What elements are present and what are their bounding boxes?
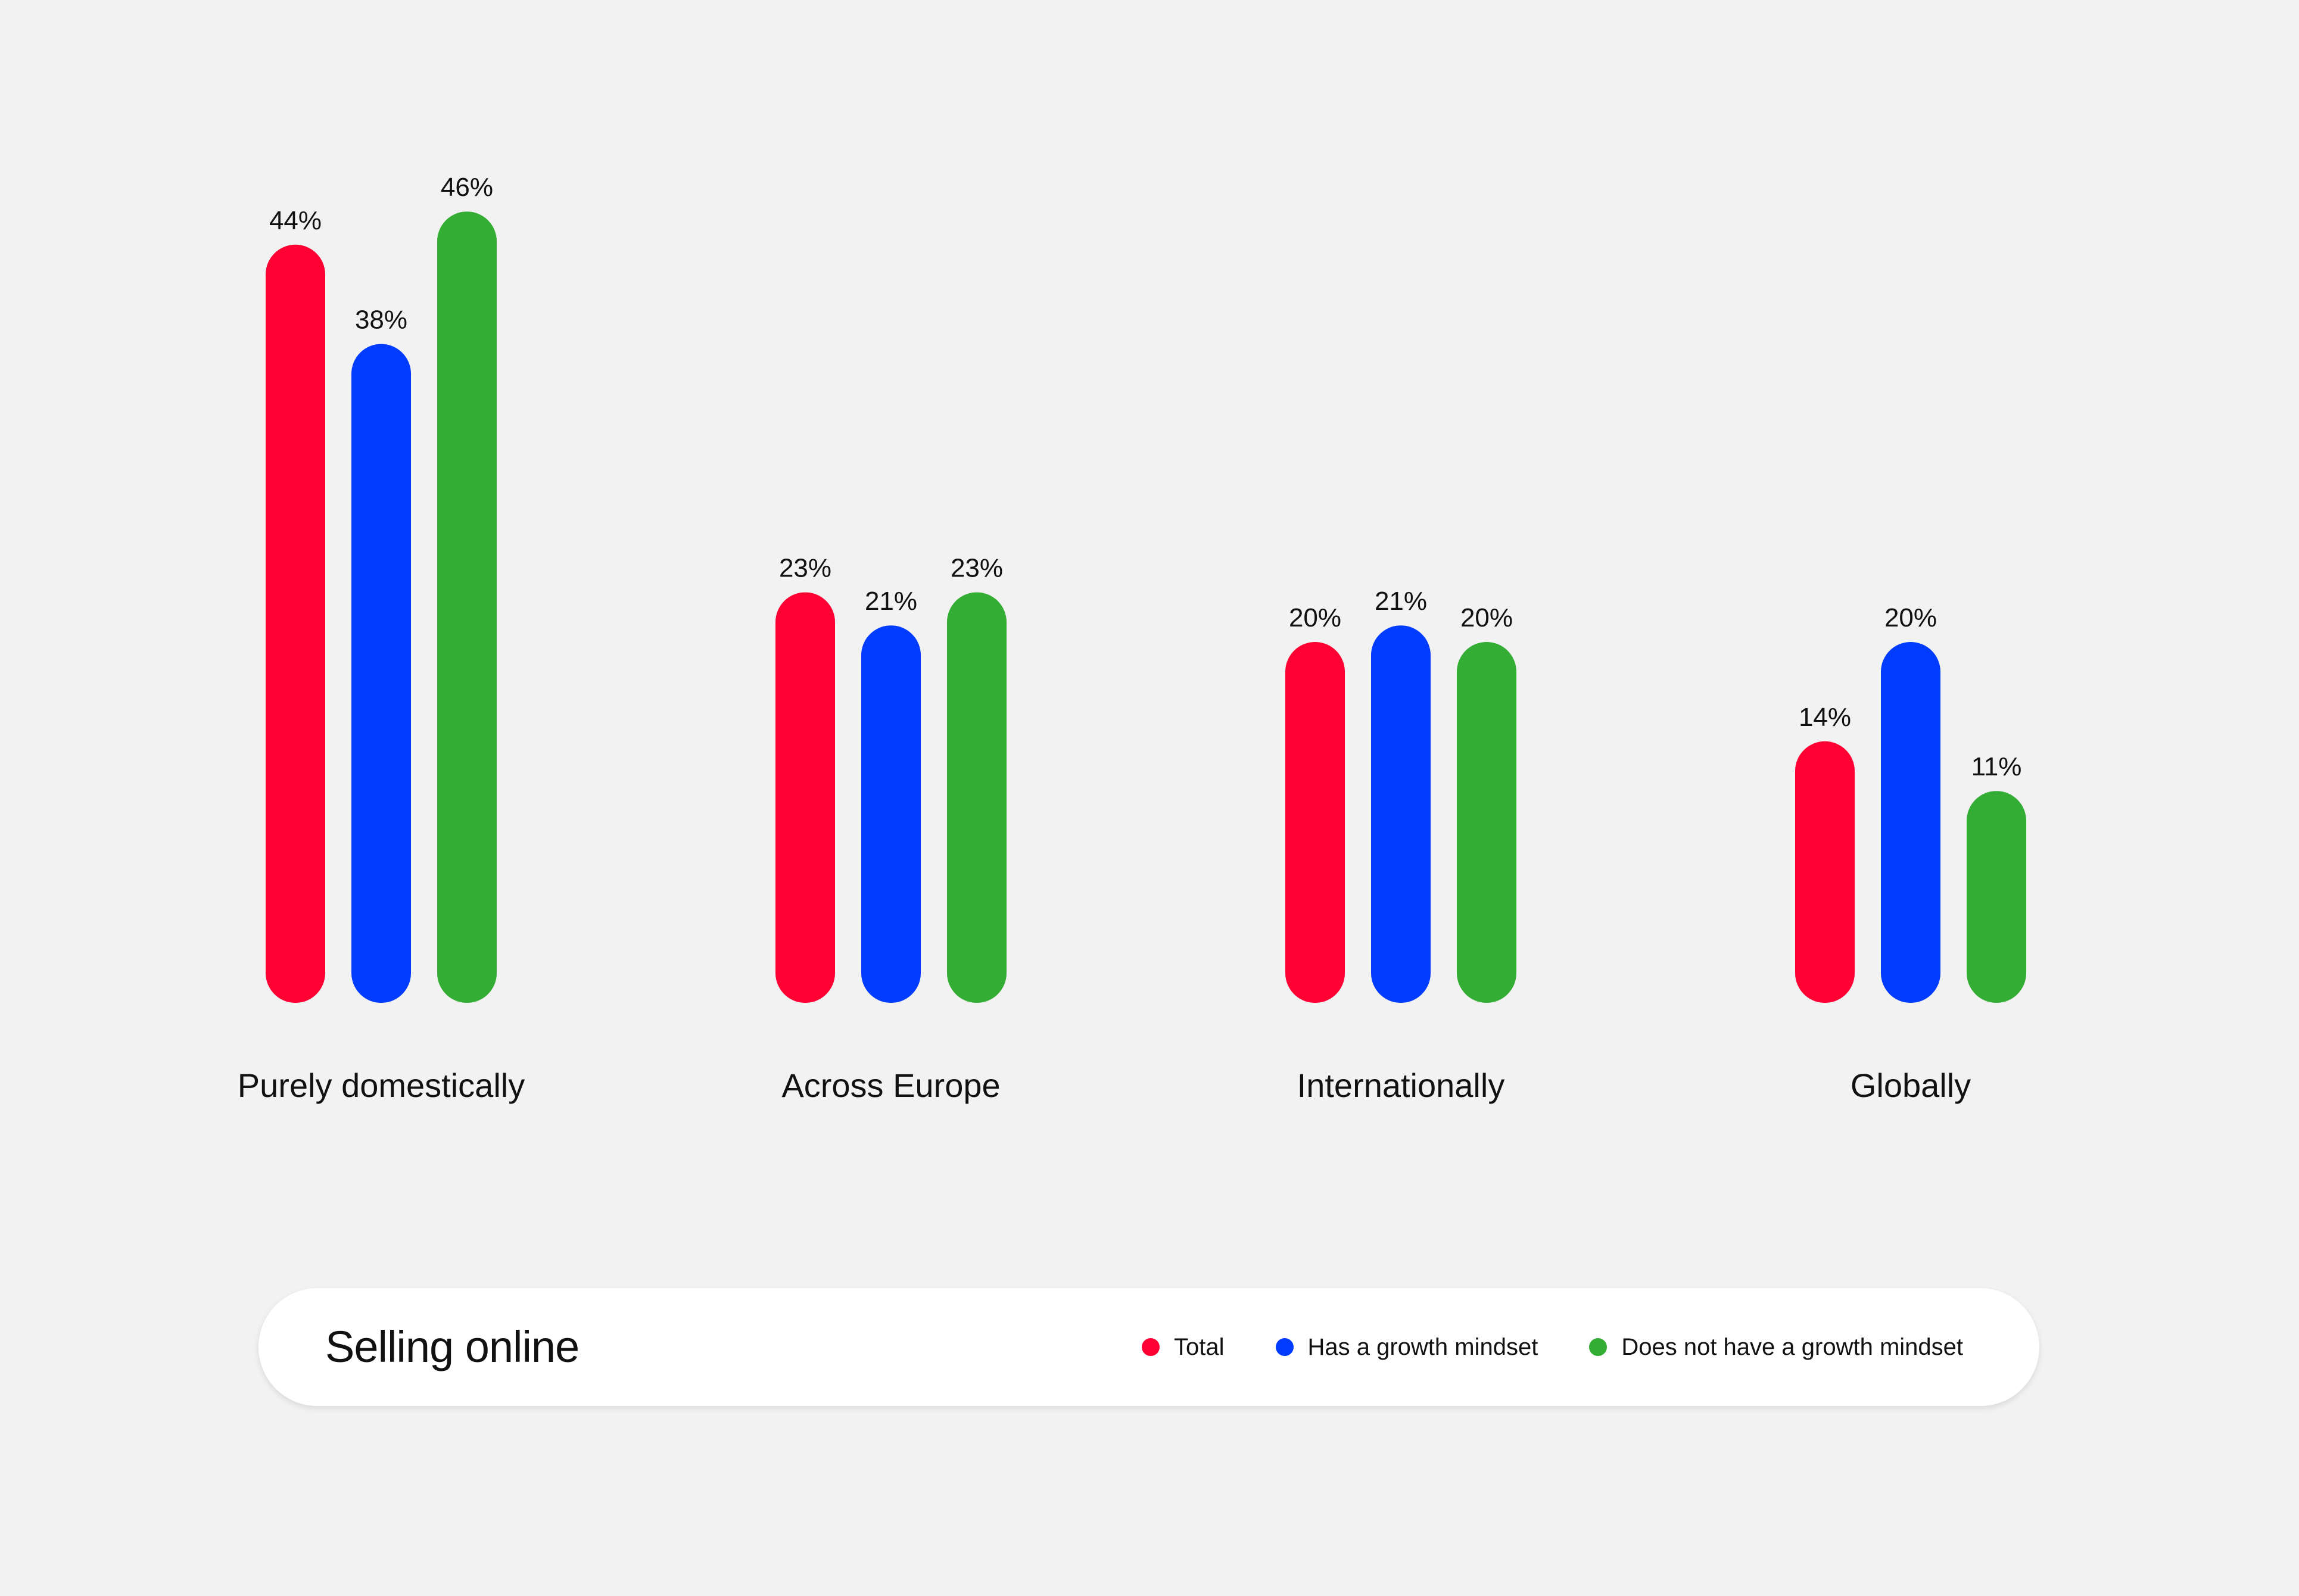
bar-2-2 — [1457, 642, 1516, 1003]
legend-item-growth-mindset: Has a growth mindset — [1275, 1333, 1538, 1361]
value-label-2-0: 20% — [1289, 603, 1341, 632]
legend: Total Has a growth mindset Does not have… — [1091, 1288, 1963, 1406]
legend-item-no-growth-mindset: Does not have a growth mindset — [1589, 1334, 1963, 1361]
value-label-2-1: 21% — [1375, 587, 1427, 616]
bars-layer — [266, 211, 2026, 1003]
value-label-1-0: 23% — [779, 554, 831, 583]
legend-label-no-growth-mindset: Does not have a growth mindset — [1621, 1333, 1963, 1360]
legend-item-total: Total — [1142, 1334, 1225, 1361]
value-label-1-1: 21% — [865, 587, 917, 616]
value-label-3-2: 11% — [1971, 752, 2022, 781]
category-label-3: Globally — [1851, 1067, 1971, 1104]
bar-0-2 — [437, 211, 497, 1003]
value-label-0-1: 38% — [355, 306, 407, 335]
bar-3-0 — [1795, 741, 1855, 1003]
category-labels-layer: Purely domestically Across Europe Internat… — [238, 1067, 1971, 1104]
category-label-2: Internationally — [1297, 1067, 1505, 1104]
legend-swatch-no-growth-mindset — [1589, 1338, 1608, 1356]
bar-1-0 — [775, 592, 835, 1003]
bar-1-1 — [861, 625, 921, 1003]
legend-swatch-total — [1142, 1338, 1160, 1356]
bar-1-2 — [947, 592, 1007, 1003]
bar-0-1 — [351, 344, 411, 1003]
value-label-2-2: 20% — [1460, 603, 1513, 632]
value-label-3-1: 20% — [1884, 603, 1937, 632]
bar-3-1 — [1881, 642, 1940, 1003]
value-labels-layer: 44% 38% 46% 23% 21% 23% 20% 21% 20% 14% 20% 11% — [269, 173, 2021, 781]
legend-label-total: Total — [1174, 1333, 1225, 1360]
bar-2-0 — [1285, 642, 1345, 1003]
bar-0-0 — [266, 244, 325, 1003]
value-label-0-2: 46% — [441, 173, 493, 202]
category-label-0: Purely domestically — [238, 1067, 525, 1104]
value-label-3-0: 14% — [1799, 703, 1851, 732]
chart-title: Selling online — [325, 1322, 580, 1371]
bar-2-1 — [1371, 625, 1431, 1003]
legend-swatch-growth-mindset — [1275, 1338, 1294, 1356]
bar-3-2 — [1967, 791, 2026, 1003]
legend-label-growth-mindset: Has a growth mindset — [1307, 1333, 1538, 1360]
category-label-1: Across Europe — [781, 1067, 1000, 1104]
legend-panel: Selling online Total Has a growth mindse… — [258, 1288, 2039, 1406]
value-label-1-2: 23% — [951, 554, 1003, 583]
value-label-0-0: 44% — [269, 206, 322, 235]
